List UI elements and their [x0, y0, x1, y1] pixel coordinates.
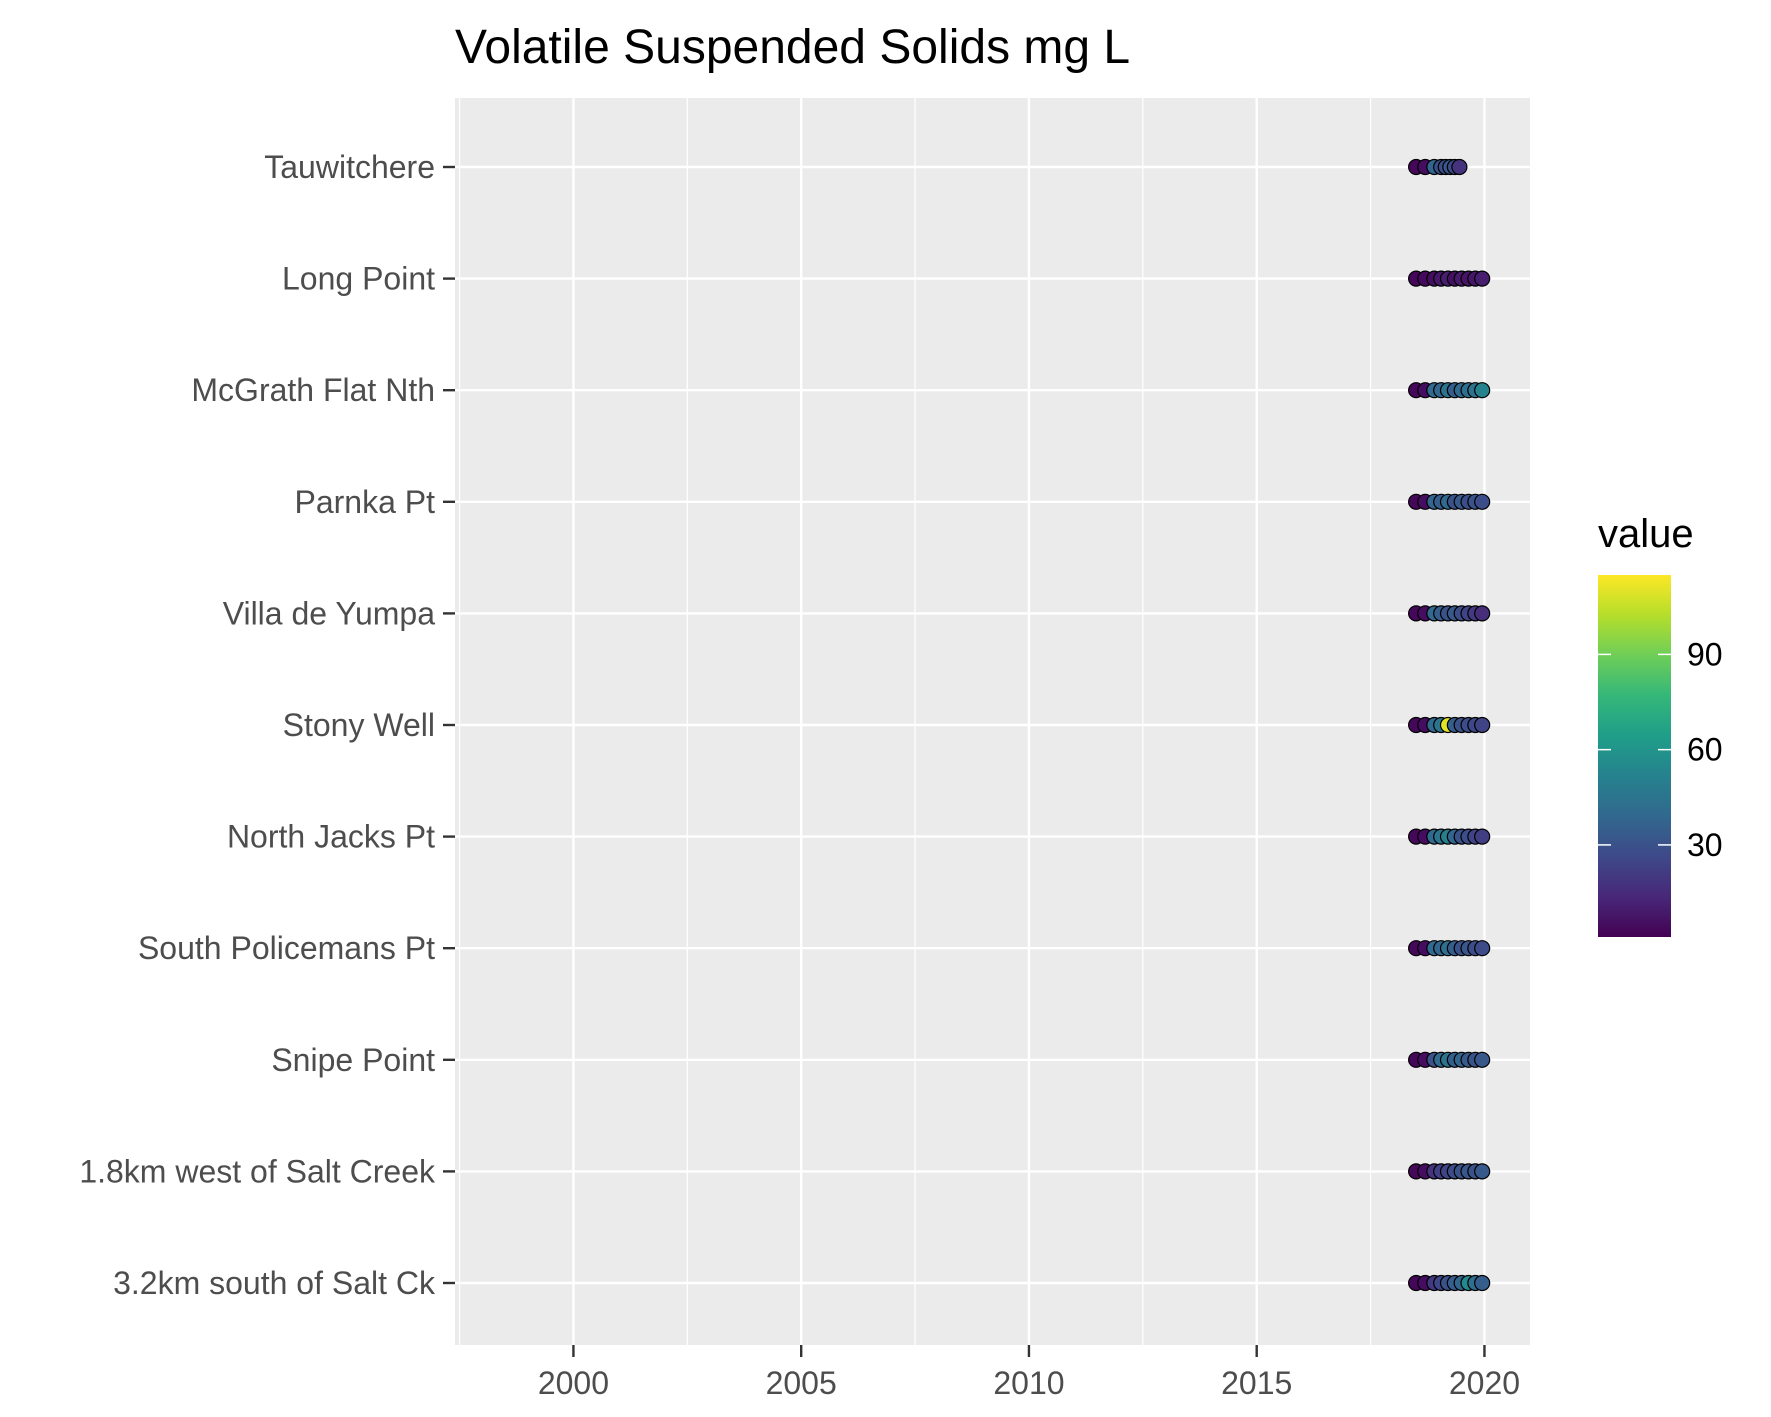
x-tick-label: 2015 [1221, 1365, 1292, 1401]
data-point [1474, 493, 1491, 510]
x-tick-label: 2010 [993, 1365, 1064, 1401]
data-point [1474, 828, 1491, 845]
legend-tick-label: 60 [1687, 732, 1723, 768]
y-tick-label: North Jacks Pt [227, 819, 435, 855]
x-tick-label: 2005 [766, 1365, 837, 1401]
chart-title: Volatile Suspended Solids mg L [455, 21, 1130, 74]
y-tick-label: 3.2km south of Salt Ck [113, 1265, 436, 1301]
x-axis: 2000 2005 2010 2015 2020 [538, 1345, 1520, 1401]
minor-gridlines [458, 98, 1372, 1345]
major-gridlines [455, 98, 1530, 1345]
data-point [1474, 270, 1491, 287]
x-tick-label: 2020 [1449, 1365, 1520, 1401]
y-tick-label: 1.8km west of Salt Creek [79, 1153, 436, 1189]
y-tick-label: Snipe Point [271, 1042, 435, 1078]
data-point [1474, 382, 1491, 399]
data-points [1408, 158, 1491, 1292]
data-point [1451, 158, 1468, 176]
y-tick-label: Stony Well [283, 707, 435, 743]
data-point [1474, 605, 1491, 622]
data-point [1474, 1051, 1491, 1068]
legend-tick-label: 90 [1687, 636, 1723, 672]
y-tick-label: South Policemans Pt [138, 930, 435, 966]
y-tick-label: Villa de Yumpa [223, 595, 436, 631]
data-point [1474, 940, 1491, 957]
data-point [1474, 1163, 1491, 1180]
data-point [1474, 1274, 1491, 1292]
data-point [1474, 716, 1491, 734]
legend-tick-label: 30 [1687, 827, 1723, 863]
plot-panel [455, 98, 1530, 1345]
y-tick-label: McGrath Flat Nth [191, 372, 435, 408]
legend-title: value [1598, 512, 1694, 556]
x-tick-label: 2000 [538, 1365, 609, 1401]
y-tick-label: Long Point [282, 261, 435, 297]
legend: value 30 60 90 [1598, 512, 1723, 937]
y-tick-label: Parnka Pt [294, 484, 435, 520]
legend-colorbar [1598, 575, 1671, 937]
legend-ticks: 30 60 90 [1598, 636, 1723, 863]
y-axis: Tauwitchere Long Point McGrath Flat Nth Par… [79, 149, 455, 1301]
y-tick-label: Tauwitchere [264, 149, 435, 185]
